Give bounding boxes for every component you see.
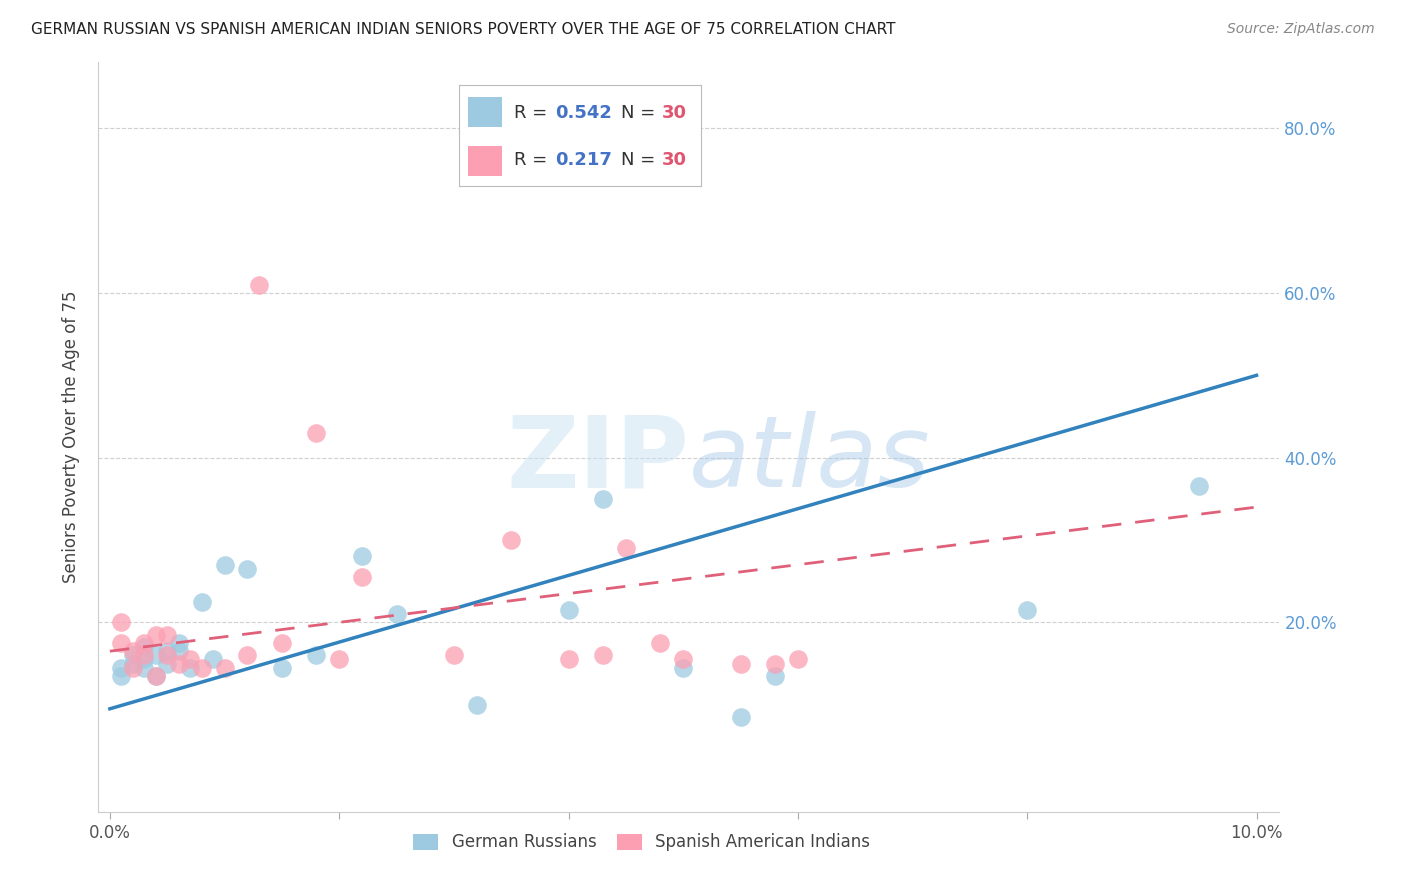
Point: [156, 648, 179, 663]
Point: [592, 491, 614, 506]
Point: [156, 644, 179, 658]
Point: [270, 636, 292, 650]
Point: [328, 652, 350, 666]
Point: [121, 644, 143, 658]
Text: Source: ZipAtlas.com: Source: ZipAtlas.com: [1227, 22, 1375, 37]
Point: [501, 533, 523, 547]
Point: [385, 607, 408, 621]
Point: [134, 652, 156, 666]
Point: [352, 570, 374, 584]
Point: [650, 636, 672, 650]
Point: [730, 657, 752, 671]
Point: [305, 425, 328, 440]
Point: [352, 549, 374, 564]
Point: [110, 615, 132, 630]
Point: [167, 636, 190, 650]
Point: [730, 710, 752, 724]
Point: [247, 277, 270, 292]
Point: [270, 660, 292, 674]
Point: [465, 698, 488, 712]
Y-axis label: Seniors Poverty Over the Age of 75: Seniors Poverty Over the Age of 75: [62, 291, 80, 583]
Point: [786, 652, 808, 666]
Point: [236, 648, 259, 663]
Point: [145, 648, 167, 663]
Point: [1188, 479, 1211, 493]
Point: [763, 669, 786, 683]
Text: atlas: atlas: [689, 411, 931, 508]
Point: [121, 660, 143, 674]
Point: [134, 636, 156, 650]
Point: [179, 660, 201, 674]
Point: [557, 603, 579, 617]
Text: ZIP: ZIP: [506, 411, 689, 508]
Point: [145, 628, 167, 642]
Point: [1017, 603, 1039, 617]
Point: [121, 657, 143, 671]
Text: GERMAN RUSSIAN VS SPANISH AMERICAN INDIAN SENIORS POVERTY OVER THE AGE OF 75 COR: GERMAN RUSSIAN VS SPANISH AMERICAN INDIA…: [31, 22, 896, 37]
Point: [121, 648, 143, 663]
Point: [672, 652, 695, 666]
Point: [179, 652, 201, 666]
Point: [592, 648, 614, 663]
Point: [763, 657, 786, 671]
Point: [156, 657, 179, 671]
Point: [134, 648, 156, 663]
Point: [190, 660, 212, 674]
Point: [443, 648, 465, 663]
Point: [202, 652, 225, 666]
Point: [134, 640, 156, 654]
Point: [672, 660, 695, 674]
Legend: German Russians, Spanish American Indians: German Russians, Spanish American Indian…: [405, 825, 879, 860]
Point: [145, 669, 167, 683]
Point: [214, 558, 236, 572]
Point: [614, 541, 637, 556]
Point: [156, 628, 179, 642]
Point: [305, 648, 328, 663]
Point: [190, 595, 212, 609]
Point: [110, 660, 132, 674]
Point: [110, 636, 132, 650]
Point: [236, 562, 259, 576]
Point: [167, 657, 190, 671]
Point: [167, 644, 190, 658]
Point: [134, 660, 156, 674]
Point: [110, 669, 132, 683]
Point: [145, 669, 167, 683]
Point: [214, 660, 236, 674]
Point: [557, 652, 579, 666]
